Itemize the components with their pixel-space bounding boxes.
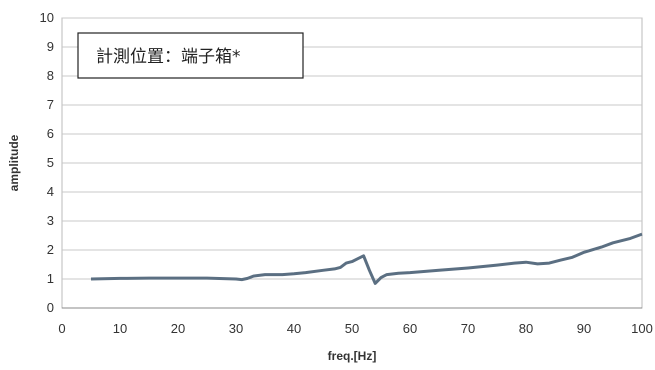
annotation-box [77,32,304,79]
x-tick-label: 10 [113,321,127,336]
x-tick-label: 60 [403,321,417,336]
y-tick-label: 7 [47,97,54,112]
y-tick-label: 8 [47,68,54,83]
y-axis-label: amplitude [7,134,21,191]
x-tick-label: 90 [577,321,591,336]
y-tick-label: 4 [47,184,54,199]
y-tick-label: 9 [47,39,54,54]
series-group [90,232,643,285]
y-tick-label: 6 [47,126,54,141]
x-tick-label: 80 [519,321,533,336]
y-tick-label: 10 [40,10,54,25]
x-axis-label: freq.[Hz] [328,349,377,363]
y-tick-labels: 0 1 2 3 4 5 6 7 8 9 10 [40,10,54,315]
x-tick-label: 0 [58,321,65,336]
y-tick-label: 1 [47,271,54,286]
x-tick-label: 40 [287,321,301,336]
x-tick-label: 100 [631,321,653,336]
x-tick-label: 30 [229,321,243,336]
annotation-label: 計測位置：端子箱* [96,47,241,67]
y-tick-label: 2 [47,242,54,257]
x-tick-label: 20 [171,321,185,336]
y-tick-label: 0 [47,300,54,315]
x-tick-label: 70 [461,321,475,336]
y-tick-label: 5 [47,155,54,170]
x-tick-label: 50 [345,321,359,336]
y-tick-label: 3 [47,213,54,228]
x-tick-labels: 0 10 20 30 40 50 60 70 80 90 100 [58,321,652,336]
series-line [90,232,643,285]
